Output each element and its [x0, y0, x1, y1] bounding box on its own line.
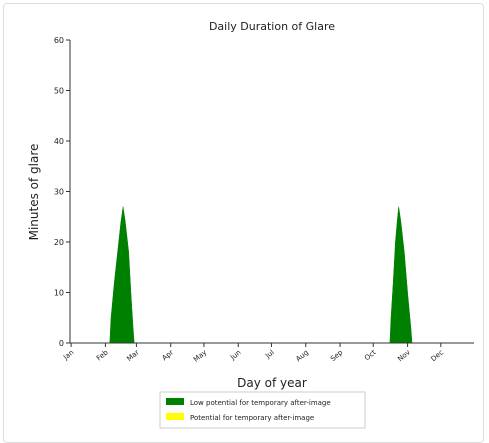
x-tick-label: May [192, 348, 208, 363]
x-tick-label: Jul [263, 348, 275, 360]
y-tick-label: 50 [54, 87, 64, 96]
legend-box [159, 391, 366, 429]
x-tick-label: Apr [161, 348, 176, 362]
x-tick-label: Aug [294, 348, 310, 363]
legend-label: Low potential for temporary after-image [190, 399, 331, 407]
x-tick-label: Oct [363, 348, 378, 362]
y-axis-label: Minutes of glare [27, 144, 41, 241]
x-tick-label: Dec [430, 348, 446, 363]
x-tick-label: Sep [329, 348, 345, 363]
x-tick-label: Nov [396, 348, 412, 363]
y-tick-label: 60 [54, 36, 64, 45]
x-tick-label: Feb [95, 348, 110, 362]
x-axis-label: Day of year [237, 376, 307, 390]
x-tick-label: Jun [228, 348, 242, 362]
legend-swatch [166, 398, 184, 405]
x-tick-label: Mar [125, 348, 140, 363]
area [71, 206, 474, 344]
legend-label: Potential for temporary after-image [190, 414, 314, 422]
y-tick-label: 30 [54, 188, 64, 197]
legend-swatch [166, 413, 184, 420]
chart-title: Daily Duration of Glare [209, 20, 335, 33]
y-tick-label: 20 [54, 238, 64, 247]
y-tick-label: 40 [54, 137, 64, 146]
y-tick-label: 10 [54, 289, 64, 298]
x-tick-label: Jan [61, 348, 75, 362]
y-tick-label: 0 [59, 339, 64, 348]
